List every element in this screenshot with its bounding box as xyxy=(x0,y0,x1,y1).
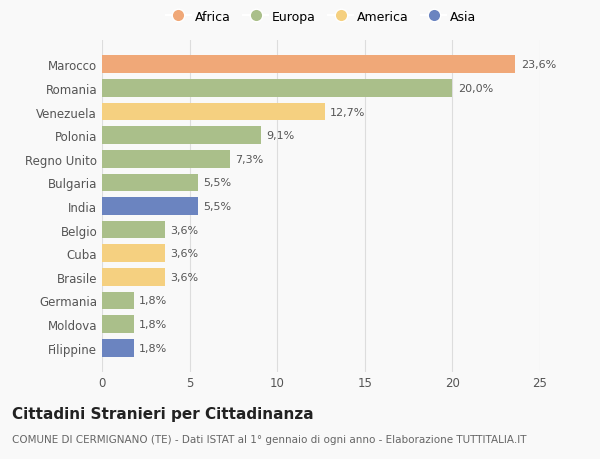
Text: 7,3%: 7,3% xyxy=(235,154,263,164)
Bar xyxy=(102,221,165,239)
Bar xyxy=(102,269,165,286)
Bar xyxy=(102,151,230,168)
Bar xyxy=(102,56,515,74)
Bar xyxy=(102,315,134,333)
Text: 9,1%: 9,1% xyxy=(266,131,295,141)
Bar xyxy=(102,127,262,145)
Bar xyxy=(102,80,452,98)
Bar xyxy=(102,174,199,192)
Text: Cittadini Stranieri per Cittadinanza: Cittadini Stranieri per Cittadinanza xyxy=(12,406,314,421)
Bar xyxy=(102,292,134,310)
Text: 5,5%: 5,5% xyxy=(203,178,232,188)
Text: 1,8%: 1,8% xyxy=(139,319,167,330)
Bar xyxy=(102,339,134,357)
Legend: Africa, Europa, America, Asia: Africa, Europa, America, Asia xyxy=(161,6,481,28)
Text: 1,8%: 1,8% xyxy=(139,296,167,306)
Text: 5,5%: 5,5% xyxy=(203,202,232,212)
Bar xyxy=(102,245,165,263)
Text: 1,8%: 1,8% xyxy=(139,343,167,353)
Text: 20,0%: 20,0% xyxy=(458,84,493,94)
Text: 12,7%: 12,7% xyxy=(330,107,365,118)
Text: 3,6%: 3,6% xyxy=(170,225,199,235)
Text: 3,6%: 3,6% xyxy=(170,272,199,282)
Bar xyxy=(102,103,325,121)
Text: 23,6%: 23,6% xyxy=(521,60,556,70)
Bar xyxy=(102,198,199,215)
Text: 3,6%: 3,6% xyxy=(170,249,199,259)
Text: COMUNE DI CERMIGNANO (TE) - Dati ISTAT al 1° gennaio di ogni anno - Elaborazione: COMUNE DI CERMIGNANO (TE) - Dati ISTAT a… xyxy=(12,434,527,444)
